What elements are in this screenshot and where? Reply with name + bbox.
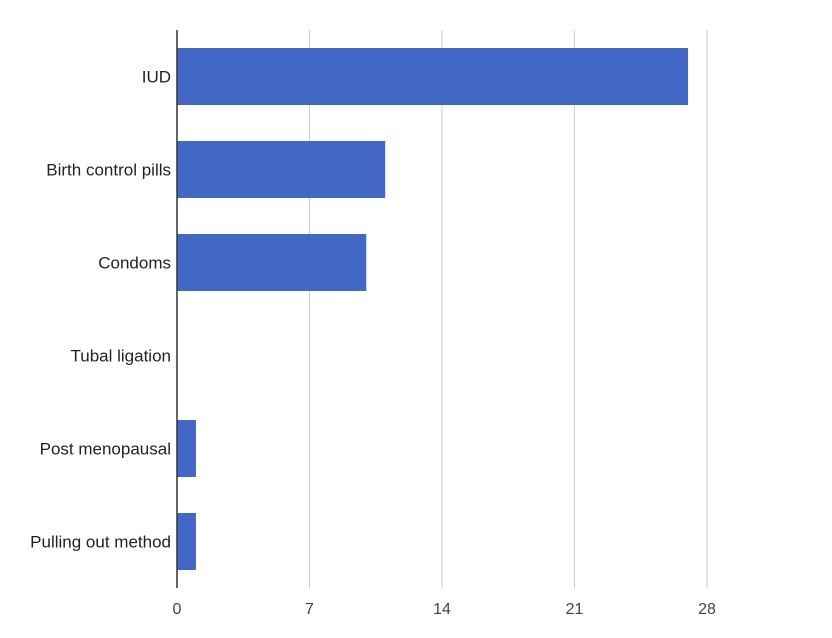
category-label-1: Birth control pills	[46, 161, 171, 180]
category-label-0: IUD	[142, 68, 171, 87]
x-tick-label-14: 14	[433, 601, 451, 618]
bar-2	[177, 234, 367, 291]
x-tick-label-0: 0	[173, 601, 182, 618]
bar-4	[177, 420, 196, 477]
category-label-2: Condoms	[98, 254, 171, 273]
bar-5	[177, 513, 196, 570]
category-label-4: Post menopausal	[40, 440, 171, 459]
grid-lines	[309, 30, 708, 588]
bar-0	[177, 48, 689, 105]
x-tick-labels: 0 7 14 21 28	[173, 601, 716, 618]
category-label-3: Tubal ligation	[71, 347, 172, 366]
bars	[177, 48, 689, 570]
x-tick-label-28: 28	[698, 601, 716, 618]
category-label-5: Pulling out method	[30, 533, 171, 552]
x-tick-label-21: 21	[566, 601, 584, 618]
category-labels: IUD Birth control pills Condoms Tubal ligat…	[30, 68, 171, 552]
x-tick-label-7: 7	[305, 601, 314, 618]
bar-1	[177, 141, 386, 198]
